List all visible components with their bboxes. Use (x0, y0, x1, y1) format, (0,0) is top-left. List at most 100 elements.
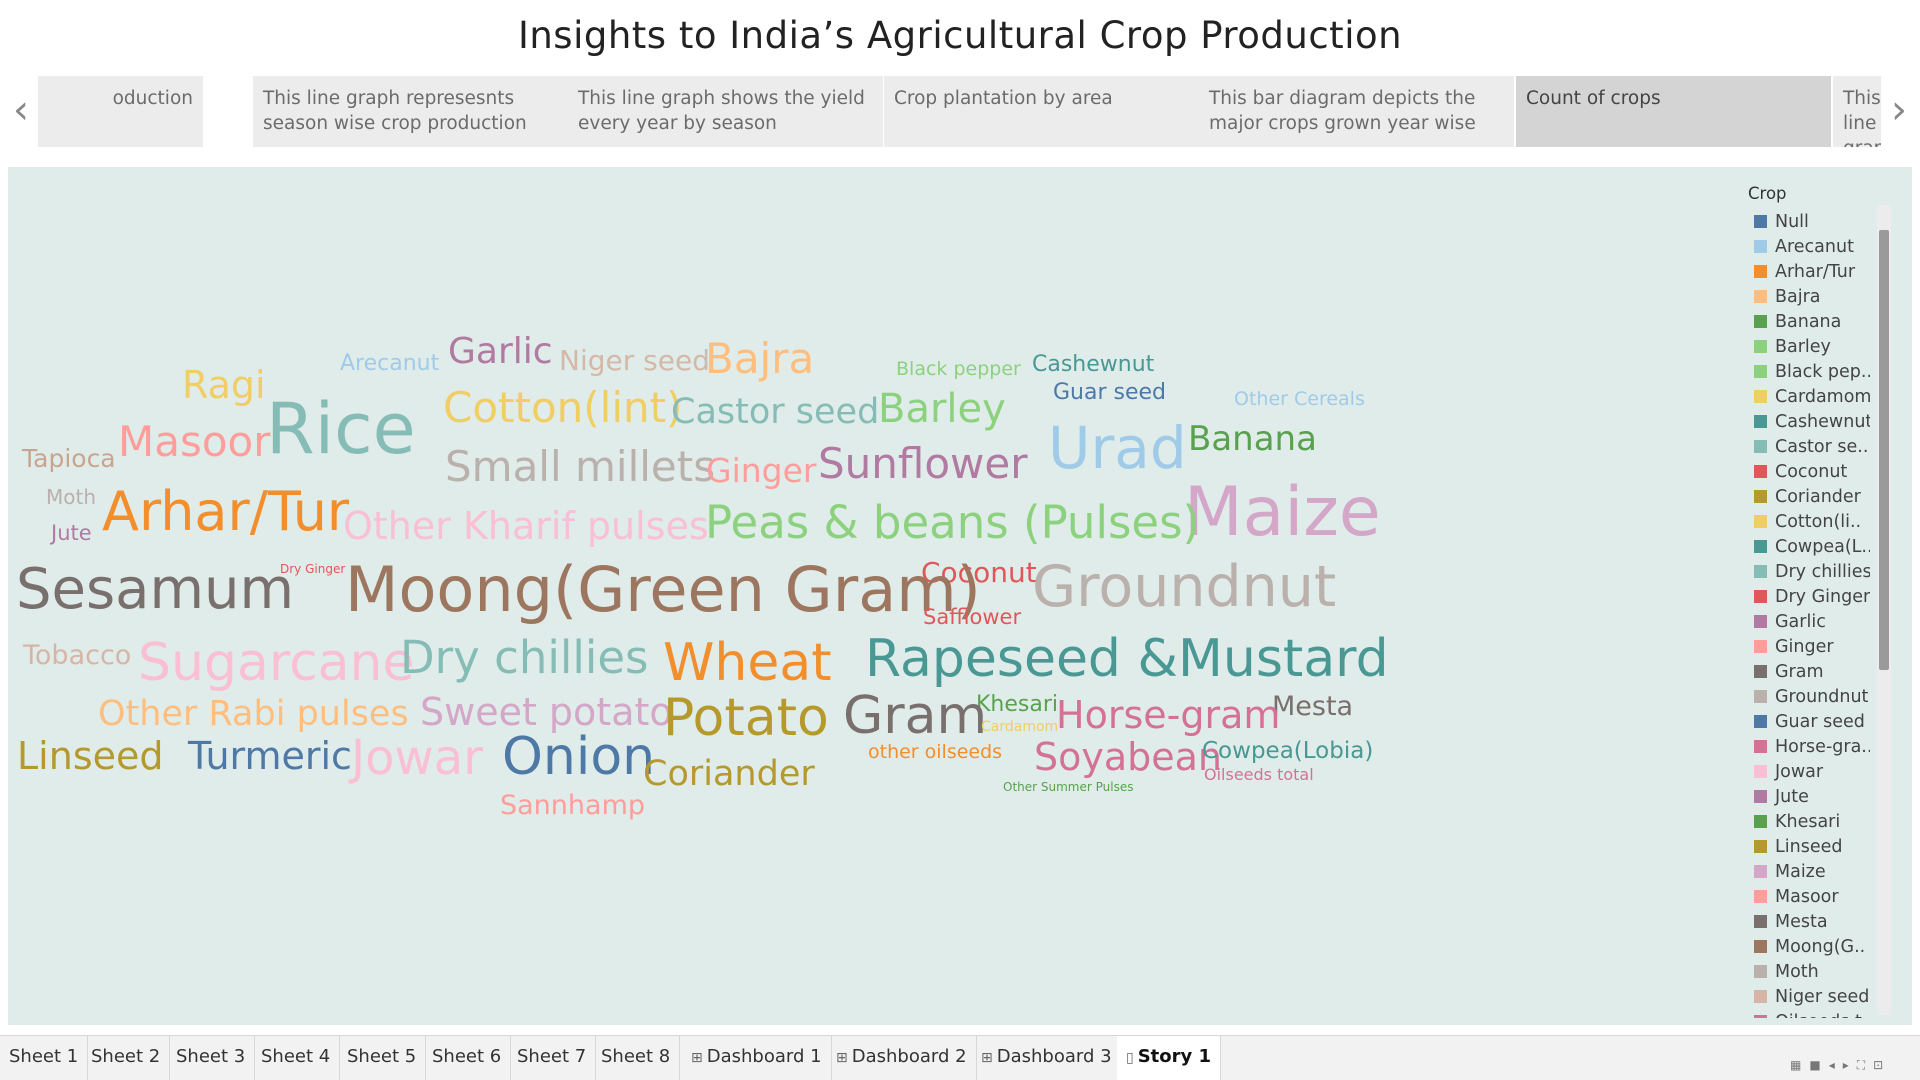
word-cloud-word[interactable]: Sesamum (16, 557, 295, 622)
present-icon[interactable]: ⊡ (1873, 1058, 1884, 1072)
word-cloud-word[interactable]: Garlic (448, 331, 553, 372)
word-cloud-word[interactable]: Ginger (706, 451, 817, 490)
legend-item[interactable]: Banana (1740, 309, 1870, 334)
word-cloud-word[interactable]: Linseed (17, 734, 164, 778)
word-cloud-word[interactable]: Rice (266, 388, 416, 470)
word-cloud-word[interactable]: Castor seed (671, 392, 880, 432)
legend-item[interactable]: Groundnut (1740, 684, 1870, 709)
word-cloud-word[interactable]: Soyabean (1034, 735, 1223, 779)
sheet-tab[interactable]: Sheet 1 (0, 1036, 89, 1080)
word-cloud-word[interactable]: Peas & beans (Pulses) (705, 496, 1201, 549)
word-cloud-word[interactable]: Oilseeds total (1204, 765, 1314, 784)
legend-item[interactable]: Guar seed (1740, 709, 1870, 734)
legend-item[interactable]: Jute (1740, 784, 1870, 809)
word-cloud-word[interactable]: Khesari (976, 692, 1059, 717)
legend-item[interactable]: Cashewnut (1740, 409, 1870, 434)
legend-item[interactable]: Mesta (1740, 909, 1870, 934)
word-cloud-word[interactable]: Sugarcane (138, 633, 415, 693)
sheet-tab[interactable]: ⊞ Dashboard 3 (972, 1036, 1122, 1080)
story-point[interactable]: Crop plantation by area (884, 76, 1199, 147)
sheet-tab[interactable]: Sheet 3 (167, 1036, 256, 1080)
legend-item[interactable]: Black pep.. (1740, 359, 1870, 384)
legend-item[interactable]: Coconut (1740, 459, 1870, 484)
story-point[interactable]: This line graph shows the yield every ye… (568, 76, 883, 147)
fullscreen-icon[interactable]: ⛶ (1856, 1058, 1866, 1072)
sheet-tab[interactable]: Sheet 2 (82, 1036, 171, 1080)
word-cloud-word[interactable]: Moong(Green Gram) (345, 553, 981, 626)
sheet-sorter-icon[interactable]: ▦ (1790, 1058, 1802, 1072)
legend-item[interactable]: Dry chillies (1740, 559, 1870, 584)
word-cloud-word[interactable]: Niger seed (559, 344, 710, 377)
sheet-tab[interactable]: ⊞ Dashboard 2 (827, 1036, 977, 1080)
word-cloud-word[interactable]: Other Cereals (1234, 388, 1365, 410)
previous-story-point-icon[interactable]: ‹ (13, 87, 29, 133)
legend-item[interactable]: Moth (1740, 959, 1870, 984)
word-cloud-word[interactable]: Maize (1184, 473, 1381, 552)
legend-item[interactable]: Dry Ginger (1740, 584, 1870, 609)
legend-item[interactable]: Garlic (1740, 609, 1870, 634)
word-cloud-word[interactable]: Masoor (118, 417, 271, 466)
word-cloud-word[interactable]: Tobacco (23, 640, 132, 671)
word-cloud-word[interactable]: Dry chillies (400, 631, 649, 684)
word-cloud-word[interactable]: Cashewnut (1032, 352, 1155, 377)
word-cloud-word[interactable]: Sunflower (818, 439, 1028, 488)
word-cloud-word[interactable]: Potato (663, 688, 829, 748)
word-cloud-word[interactable]: Onion (502, 727, 656, 787)
legend-item[interactable]: Castor se.. (1740, 434, 1870, 459)
word-cloud-word[interactable]: Dry Ginger (280, 562, 346, 576)
legend-item[interactable]: Oilseeds t.. (1740, 1009, 1870, 1018)
word-cloud-word[interactable]: Mesta (1272, 691, 1354, 722)
word-cloud-word[interactable]: Cardamom (981, 719, 1059, 735)
word-cloud-word[interactable]: Other Summer Pulses (1003, 780, 1134, 794)
word-cloud-word[interactable]: Coconut (921, 556, 1037, 589)
legend-item[interactable]: Arecanut (1740, 234, 1870, 259)
word-cloud-word[interactable]: Sweet potato (420, 690, 673, 734)
prev-sheet-icon[interactable]: ◂ (1828, 1058, 1835, 1072)
word-cloud-word[interactable]: Turmeric (188, 734, 352, 778)
word-cloud-word[interactable]: Arhar/Tur (102, 480, 350, 543)
sheet-tab[interactable]: ⊞ Dashboard 1 (682, 1036, 832, 1080)
word-cloud-word[interactable]: Cowpea(Lobia) (1202, 738, 1374, 764)
word-cloud-word[interactable]: Other Kharif pulses (343, 504, 709, 548)
sheet-tab[interactable]: Sheet 6 (423, 1036, 512, 1080)
story-point[interactable]: This line graph shows seas (1833, 76, 1881, 147)
next-sheet-icon[interactable]: ▸ (1842, 1058, 1849, 1072)
legend-item[interactable]: Cardamom (1740, 384, 1870, 409)
legend-item[interactable]: Cowpea(L.. (1740, 534, 1870, 559)
legend-scrollbar-thumb[interactable] (1879, 230, 1889, 670)
sheet-tab[interactable]: Sheet 5 (338, 1036, 427, 1080)
sheet-tab[interactable]: Sheet 8 (592, 1036, 681, 1080)
word-cloud-word[interactable]: Sannhamp (500, 790, 646, 821)
next-story-point-icon[interactable]: › (1891, 87, 1907, 133)
word-cloud-word[interactable]: Safflower (923, 605, 1022, 629)
legend-item[interactable]: Cotton(li.. (1740, 509, 1870, 534)
legend-item[interactable]: Khesari (1740, 809, 1870, 834)
word-cloud-word[interactable]: Bajra (705, 334, 815, 383)
story-point[interactable]: Count of crops (1516, 76, 1831, 147)
word-cloud-word[interactable]: Tapioca (22, 444, 116, 473)
word-cloud-word[interactable]: Moth (46, 485, 97, 509)
word-cloud-word[interactable]: Coriander (643, 754, 815, 794)
sheet-tab[interactable]: ▯ Story 1 (1117, 1036, 1222, 1080)
legend-item[interactable]: Ginger (1740, 634, 1870, 659)
legend-item[interactable]: Horse-gra.. (1740, 734, 1870, 759)
word-cloud-word[interactable]: Small millets (445, 442, 716, 491)
sheet-tab[interactable]: Sheet 4 (252, 1036, 341, 1080)
story-point[interactable]: This bar diagram depicts the major crops… (1199, 76, 1514, 147)
word-cloud-word[interactable]: Groundnut (1032, 554, 1337, 620)
legend-item[interactable]: Barley (1740, 334, 1870, 359)
story-point[interactable]: This line graph represesnts season wise … (253, 76, 568, 147)
word-cloud-word[interactable]: Ragi (182, 363, 266, 407)
legend-item[interactable]: Coriander (1740, 484, 1870, 509)
legend-item[interactable]: Bajra (1740, 284, 1870, 309)
word-cloud-word[interactable]: Wheat (663, 633, 832, 693)
word-cloud-word[interactable]: Horse-gram (1056, 693, 1281, 737)
legend-item[interactable]: Gram (1740, 659, 1870, 684)
word-cloud-word[interactable]: Cotton(lint) (443, 383, 683, 432)
legend-item[interactable]: Arhar/Tur (1740, 259, 1870, 284)
word-cloud-word[interactable]: Guar seed (1053, 380, 1167, 405)
word-cloud-word[interactable]: Gram (843, 686, 988, 746)
word-cloud-word[interactable]: Arecanut (340, 351, 440, 376)
sheet-tab[interactable]: Sheet 7 (508, 1036, 597, 1080)
word-cloud-word[interactable]: Jowar (351, 730, 483, 786)
